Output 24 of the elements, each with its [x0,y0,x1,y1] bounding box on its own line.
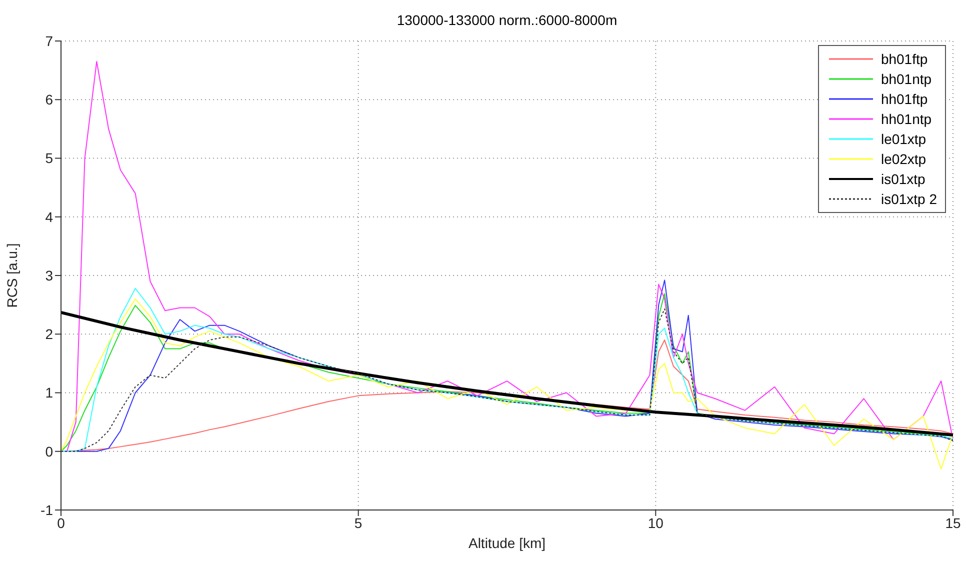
legend-label: is01xtp [880,171,926,187]
x-tick-label: 0 [57,514,66,531]
legend-label: is01xtp 2 [880,191,937,207]
y-tick-label: 6 [45,92,54,108]
legend-label: bh01ftp [880,51,928,67]
y-tick-label: 0 [45,443,54,460]
y-tick-label: 7 [45,32,54,49]
legend-label: hh01ntp [880,111,932,127]
y-tick-label: 5 [45,150,54,166]
x-tick-label: 5 [354,514,362,531]
chart-title: 130000-133000 norm.:6000-8000m [396,12,618,28]
x-axis-title: Altitude [km] [468,535,546,551]
x-tick-label: 10 [648,514,664,531]
y-tick-label: 4 [45,208,54,225]
legend-label: le01xtp [880,131,926,147]
legend-label: hh01ftp [880,91,928,107]
legend-label: bh01ntp [880,71,932,87]
x-tick-label: 15 [945,514,961,531]
y-tick-label: 2 [45,326,54,342]
y-tick-label: 3 [45,267,54,284]
y-axis-title: RCS [a.u.] [4,243,20,308]
y-tick-label: -1 [40,502,54,518]
y-tick-label: 1 [45,384,54,401]
legend-label: le02xtp [880,151,926,167]
